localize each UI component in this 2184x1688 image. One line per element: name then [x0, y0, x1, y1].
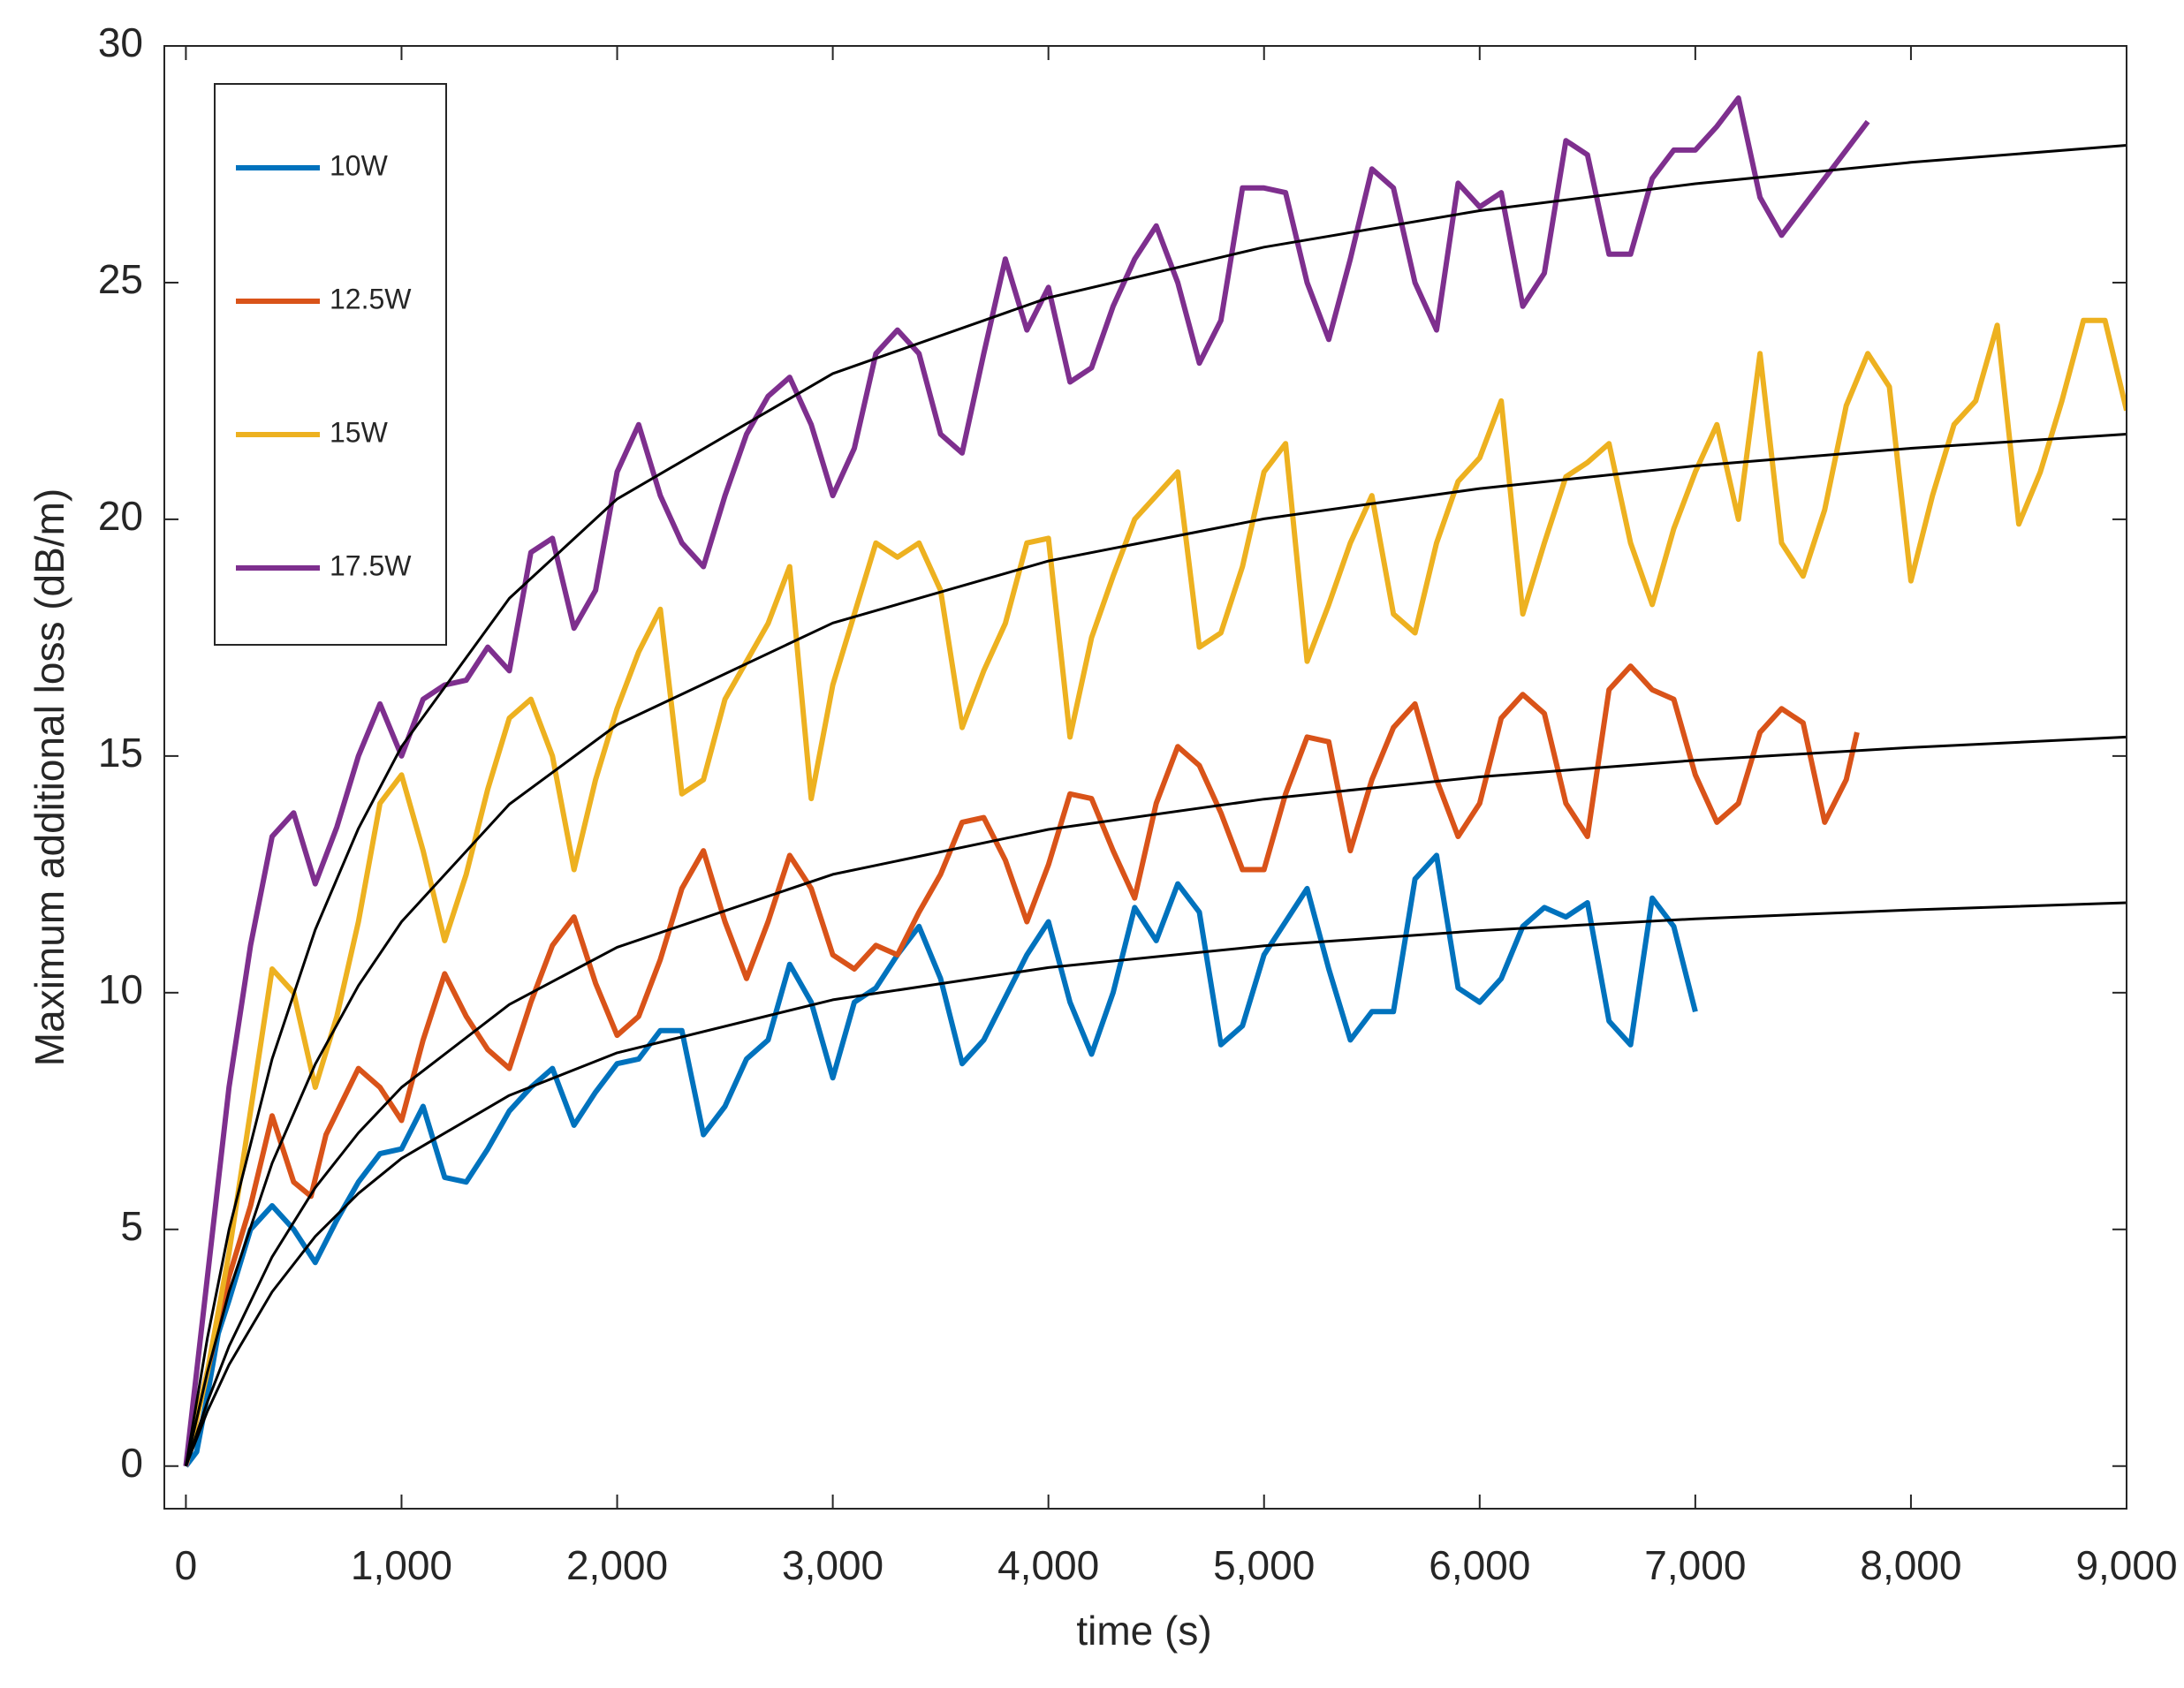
y-axis-label: Maximum additional loss (dB/m) [27, 488, 72, 1066]
axes-frame [163, 45, 2127, 1510]
x-axis-label: time (s) [1076, 1608, 1211, 1654]
y-tick-label: 5 [120, 1203, 143, 1249]
series-line [183, 95, 1870, 1467]
series-line [183, 663, 1860, 1467]
x-tick-label: 5,000 [1213, 1542, 1315, 1588]
fit-line [185, 901, 2127, 1467]
x-tick-label: 2,000 [566, 1542, 668, 1588]
legend-label: 12.5W [330, 283, 412, 314]
x-tick-label: 9,000 [2075, 1542, 2177, 1588]
x-tick-label: 1,000 [351, 1542, 452, 1588]
x-tick-label: 3,000 [782, 1542, 883, 1588]
x-tick-label: 6,000 [1429, 1542, 1530, 1588]
series-line [183, 317, 2127, 1467]
fit-line [184, 433, 2127, 1467]
y-tick-label: 20 [98, 493, 143, 539]
legend-label: 10W [330, 149, 389, 181]
x-tick-label: 8,000 [1860, 1542, 1961, 1588]
x-tick-label: 0 [175, 1542, 198, 1588]
series-line [184, 852, 1698, 1468]
legend-label: 17.5W [330, 549, 412, 581]
x-tick-label: 4,000 [997, 1542, 1099, 1588]
legend-box [214, 83, 447, 646]
fit-line [184, 735, 2127, 1467]
fit-line [184, 144, 2127, 1467]
x-tick-label: 7,000 [1644, 1542, 1746, 1588]
y-tick-label: 25 [98, 256, 143, 302]
legend-label: 15W [330, 416, 389, 448]
y-tick-label: 0 [120, 1440, 143, 1486]
y-tick-label: 30 [98, 19, 143, 65]
y-tick-label: 15 [98, 730, 143, 776]
y-tick-label: 10 [98, 966, 143, 1012]
